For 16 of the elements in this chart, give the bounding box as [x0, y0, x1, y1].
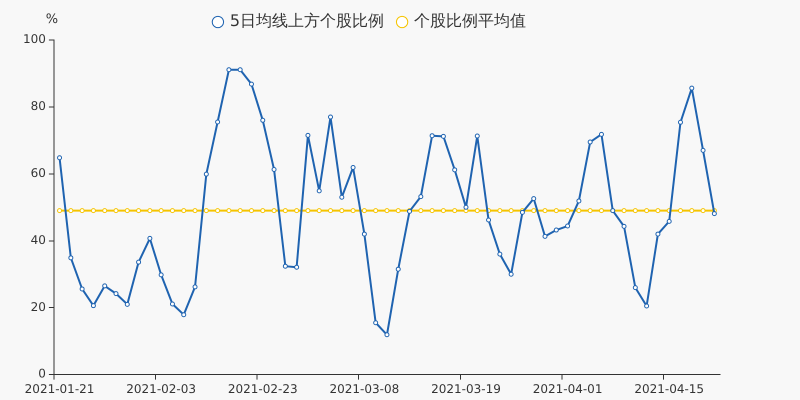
x-tick-label: 2021-04-15	[634, 382, 704, 396]
y-tick-label: 80	[30, 99, 46, 114]
y-tick-label: 60	[30, 166, 46, 180]
y-axis-title: %	[46, 12, 58, 27]
x-tick-label: 2021-03-08	[330, 382, 400, 396]
x-tick-label: 2021-04-01	[532, 382, 602, 396]
x-tick-label: 2021-01-21	[24, 382, 94, 396]
y-tick-label: 40	[30, 232, 46, 247]
x-tick-label: 2021-02-03	[126, 382, 196, 396]
y-tick-label: 20	[30, 300, 46, 314]
x-tick-label: 2021-03-19	[431, 382, 501, 396]
legend-label: 5日均线上方个股比例	[230, 11, 384, 30]
legend-label: 个股比例平均值	[414, 11, 526, 30]
y-tick-label: 0	[38, 366, 46, 381]
x-tick-label: 2021-02-23	[228, 382, 298, 396]
y-tick-label: 100	[23, 32, 46, 46]
